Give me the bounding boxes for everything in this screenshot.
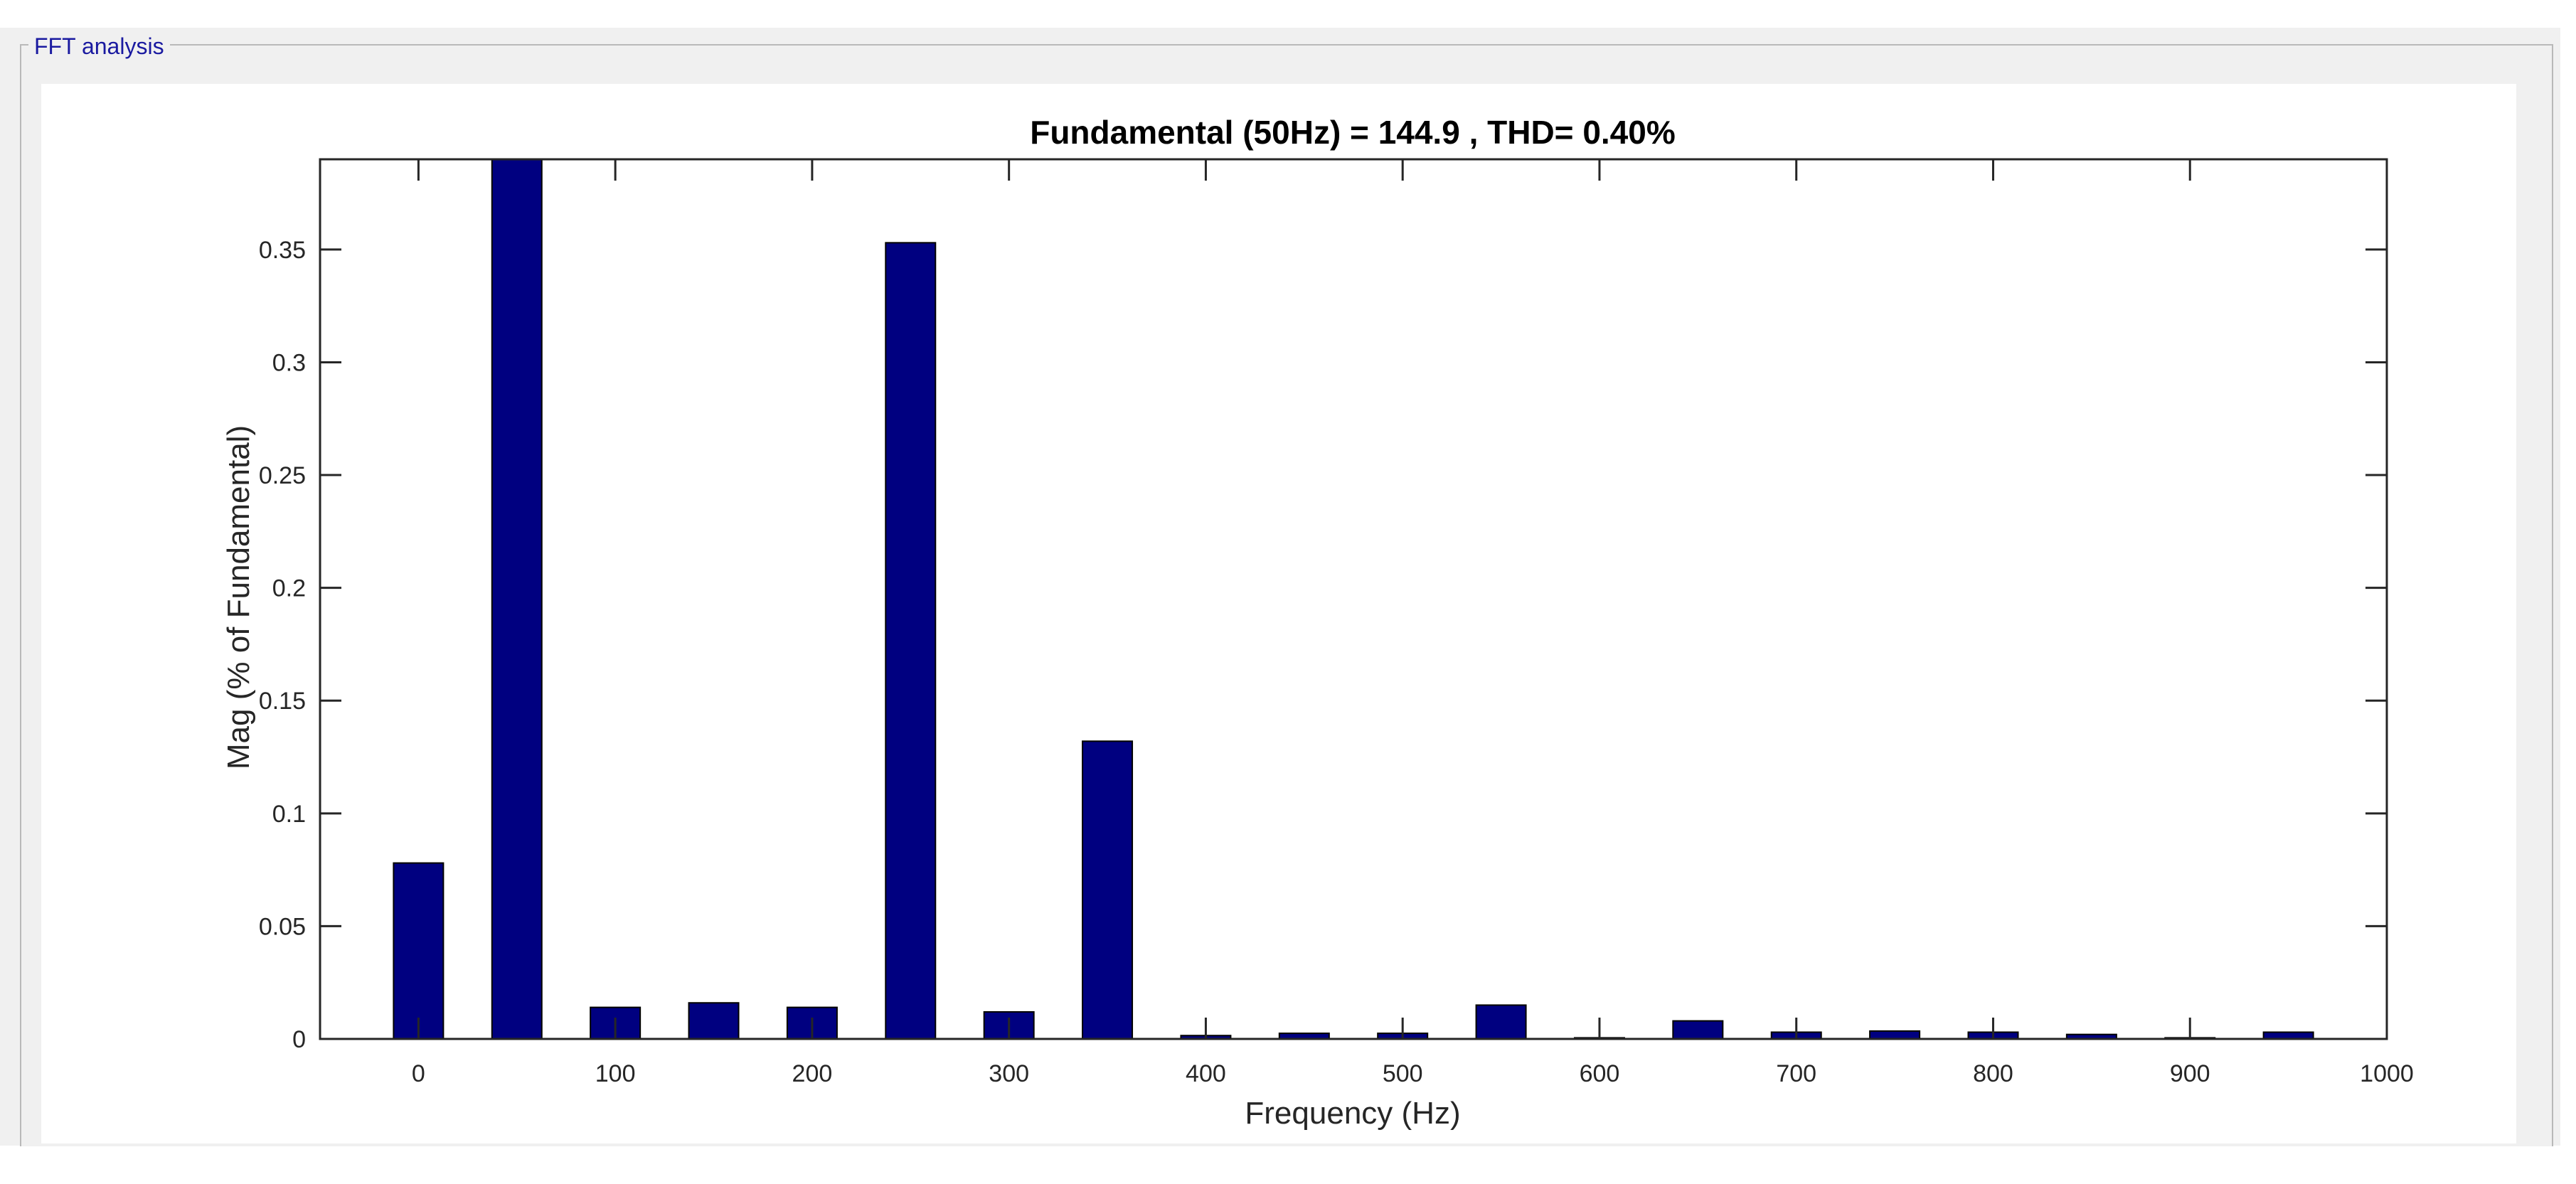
bars-group bbox=[393, 159, 2314, 1040]
x-tick-label: 300 bbox=[989, 1060, 1029, 1087]
y-tick-label: 0 bbox=[292, 1026, 306, 1053]
bar-550hz bbox=[1475, 1004, 1527, 1040]
x-tick-label: 900 bbox=[2170, 1060, 2210, 1087]
x-tick-label: 800 bbox=[1973, 1060, 2013, 1087]
x-tick-label: 1000 bbox=[2360, 1060, 2414, 1087]
x-tick-label: 0 bbox=[412, 1060, 425, 1087]
y-tick-label: 0.35 bbox=[259, 237, 306, 264]
x-tick-label: 600 bbox=[1580, 1060, 1620, 1087]
y-tick-label: 0.15 bbox=[259, 688, 306, 715]
ticks-group bbox=[320, 159, 2388, 1040]
bar-250hz bbox=[885, 242, 937, 1040]
y-tick-labels: 0 0.05 0.1 0.15 0.2 0.25 0.3 0.35 bbox=[259, 237, 306, 1053]
axes-box bbox=[319, 158, 2388, 1040]
y-tick-label: 0.2 bbox=[272, 575, 306, 602]
bar-150hz bbox=[688, 1002, 740, 1040]
x-tick-label: 200 bbox=[792, 1060, 833, 1087]
panel-title: FFT analysis bbox=[28, 31, 170, 61]
x-axis-label: Frequency (Hz) bbox=[1245, 1096, 1460, 1131]
y-tick-label: 0.3 bbox=[272, 349, 306, 376]
x-tick-label: 400 bbox=[1186, 1060, 1226, 1087]
chart-title: Fundamental (50Hz) = 144.9 , THD= 0.40% bbox=[1030, 114, 1676, 151]
x-tick-label: 100 bbox=[595, 1060, 636, 1087]
plot-background bbox=[41, 84, 2516, 1143]
y-tick-label: 0.05 bbox=[259, 913, 306, 940]
y-tick-label: 0.25 bbox=[259, 462, 306, 489]
x-tick-labels: 0 100 200 300 400 500 600 700 800 900 1000 bbox=[412, 1060, 2414, 1087]
x-tick-label: 500 bbox=[1383, 1060, 1423, 1087]
x-tick-label: 700 bbox=[1776, 1060, 1816, 1087]
bar-750hz bbox=[1869, 1030, 1921, 1040]
y-axis-label: Mag (% of Fundamental) bbox=[221, 425, 256, 769]
bar-650hz bbox=[1672, 1020, 1724, 1040]
y-tick-label: 0.1 bbox=[272, 801, 306, 828]
bar-0hz bbox=[393, 862, 445, 1040]
bar-350hz bbox=[1082, 740, 1134, 1040]
bar-50hz bbox=[491, 159, 543, 1040]
